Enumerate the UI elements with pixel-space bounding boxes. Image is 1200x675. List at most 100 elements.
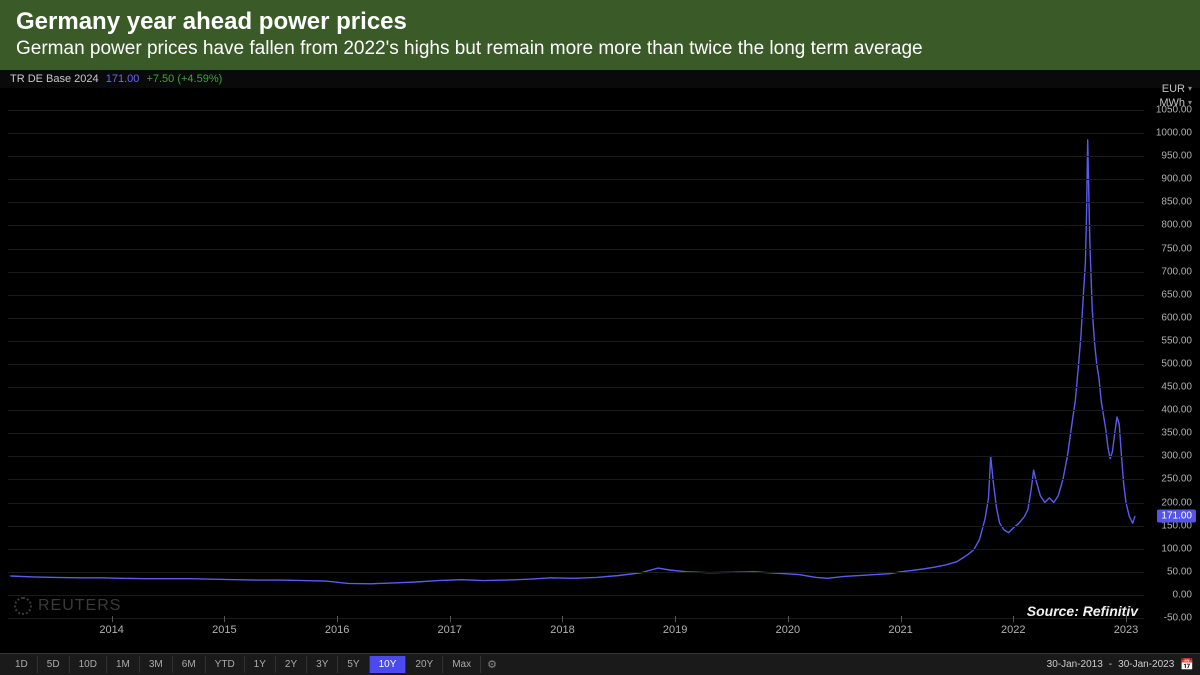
gridline	[8, 526, 1144, 527]
x-tick-label: 2017	[438, 624, 462, 636]
y-tick-label: 100.00	[1146, 543, 1192, 554]
gridline	[8, 272, 1144, 273]
current-price-tag: 171.00	[1157, 509, 1196, 522]
y-tick-label: 0.00	[1146, 589, 1192, 600]
chart-header: Germany year ahead power prices German p…	[0, 0, 1200, 70]
y-tick-label: 50.00	[1146, 566, 1192, 577]
y-tick-label: 750.00	[1146, 243, 1192, 254]
gridline	[8, 479, 1144, 480]
x-tick	[1013, 616, 1014, 622]
y-tick-label: 250.00	[1146, 474, 1192, 485]
y-tick-label: 200.00	[1146, 497, 1192, 508]
y-tick-label: 1050.00	[1146, 105, 1192, 116]
y-tick-label: 650.00	[1146, 289, 1192, 300]
date-range-display[interactable]: 30-Jan-2013 - 30-Jan-2023 📅	[1047, 658, 1194, 671]
chevron-down-icon: ▾	[1188, 82, 1192, 96]
x-tick	[224, 616, 225, 622]
watermark-text: REUTERS	[38, 597, 121, 615]
ticker-symbol: TR DE Base 2024	[10, 73, 99, 85]
x-tick-label: 2023	[1114, 624, 1138, 636]
range-button-1y[interactable]: 1Y	[245, 656, 276, 673]
reuters-ring-icon	[14, 597, 32, 615]
gridline	[8, 110, 1144, 111]
x-tick	[788, 616, 789, 622]
time-range-bar: 1D5D10D1M3M6MYTD1Y2Y3Y5Y10Y20YMax ⚙ 30-Ja…	[0, 653, 1200, 675]
range-button-3m[interactable]: 3M	[140, 656, 173, 673]
gridline	[8, 549, 1144, 550]
range-button-5y[interactable]: 5Y	[338, 656, 369, 673]
range-button-10y[interactable]: 10Y	[370, 656, 407, 673]
gridline	[8, 410, 1144, 411]
range-button-1m[interactable]: 1M	[107, 656, 140, 673]
gridline	[8, 387, 1144, 388]
ticker-price: 171.00	[106, 73, 140, 85]
y-tick-label: 300.00	[1146, 451, 1192, 462]
y-axis: 1050.001000.00950.00900.00850.00800.0075…	[1148, 110, 1196, 618]
y-tick-label: 800.00	[1146, 220, 1192, 231]
date-sep: -	[1109, 659, 1112, 670]
x-tick-label: 2014	[99, 624, 123, 636]
gridline	[8, 179, 1144, 180]
x-tick	[901, 616, 902, 622]
range-button-1d[interactable]: 1D	[6, 656, 38, 673]
gridline	[8, 341, 1144, 342]
gridline	[8, 595, 1144, 596]
range-button-10d[interactable]: 10D	[70, 656, 107, 673]
gridline	[8, 503, 1144, 504]
range-button-max[interactable]: Max	[443, 656, 481, 673]
ticker-change: +7.50 (+4.59%)	[146, 73, 222, 85]
gear-icon[interactable]: ⚙	[487, 658, 497, 671]
range-button-3y[interactable]: 3Y	[307, 656, 338, 673]
gridline	[8, 225, 1144, 226]
gridline	[8, 364, 1144, 365]
calendar-icon[interactable]: 📅	[1180, 658, 1194, 671]
y-tick-label: 900.00	[1146, 174, 1192, 185]
gridline	[8, 156, 1144, 157]
currency-selector[interactable]: EUR ▾	[1152, 82, 1196, 96]
chart-subtitle: German power prices have fallen from 202…	[16, 38, 1184, 60]
gridline	[8, 618, 1144, 619]
source-attribution: Source: Refinitiv	[1027, 603, 1138, 619]
gridline	[8, 295, 1144, 296]
y-tick-label: 850.00	[1146, 197, 1192, 208]
chart-area[interactable]: 2014201520162017201820192020202120222023…	[0, 98, 1200, 638]
y-tick-label: 550.00	[1146, 335, 1192, 346]
y-tick-label: -50.00	[1146, 613, 1192, 624]
x-tick-label: 2018	[550, 624, 574, 636]
y-tick-label: 700.00	[1146, 266, 1192, 277]
y-tick-label: 600.00	[1146, 312, 1192, 323]
x-tick	[675, 616, 676, 622]
x-tick-label: 2016	[325, 624, 349, 636]
range-button-20y[interactable]: 20Y	[406, 656, 443, 673]
plot-region[interactable]: 2014201520162017201820192020202120222023	[8, 110, 1144, 618]
gridline	[8, 133, 1144, 134]
x-tick-label: 2019	[663, 624, 687, 636]
range-button-6m[interactable]: 6M	[173, 656, 206, 673]
chart-title: Germany year ahead power prices	[16, 8, 1184, 36]
gridline	[8, 202, 1144, 203]
x-tick-label: 2022	[1001, 624, 1025, 636]
reuters-watermark: REUTERS	[14, 597, 121, 615]
range-button-5d[interactable]: 5D	[38, 656, 70, 673]
gridline	[8, 433, 1144, 434]
range-button-2y[interactable]: 2Y	[276, 656, 307, 673]
range-button-ytd[interactable]: YTD	[206, 656, 245, 673]
y-tick-label: 350.00	[1146, 428, 1192, 439]
y-tick-label: 950.00	[1146, 151, 1192, 162]
x-tick	[450, 616, 451, 622]
gridline	[8, 456, 1144, 457]
x-tick	[562, 616, 563, 622]
x-tick	[337, 616, 338, 622]
date-to: 30-Jan-2023	[1118, 659, 1174, 670]
y-tick-label: 400.00	[1146, 405, 1192, 416]
y-tick-label: 1000.00	[1146, 128, 1192, 139]
y-tick-label: 500.00	[1146, 359, 1192, 370]
ticker-bar: TR DE Base 2024 171.00 +7.50 (+4.59%)	[0, 70, 1200, 88]
x-tick	[112, 616, 113, 622]
date-from: 30-Jan-2013	[1047, 659, 1103, 670]
gridline	[8, 572, 1144, 573]
x-tick-label: 2021	[888, 624, 912, 636]
gridline	[8, 249, 1144, 250]
y-tick-label: 450.00	[1146, 382, 1192, 393]
x-tick-label: 2020	[776, 624, 800, 636]
